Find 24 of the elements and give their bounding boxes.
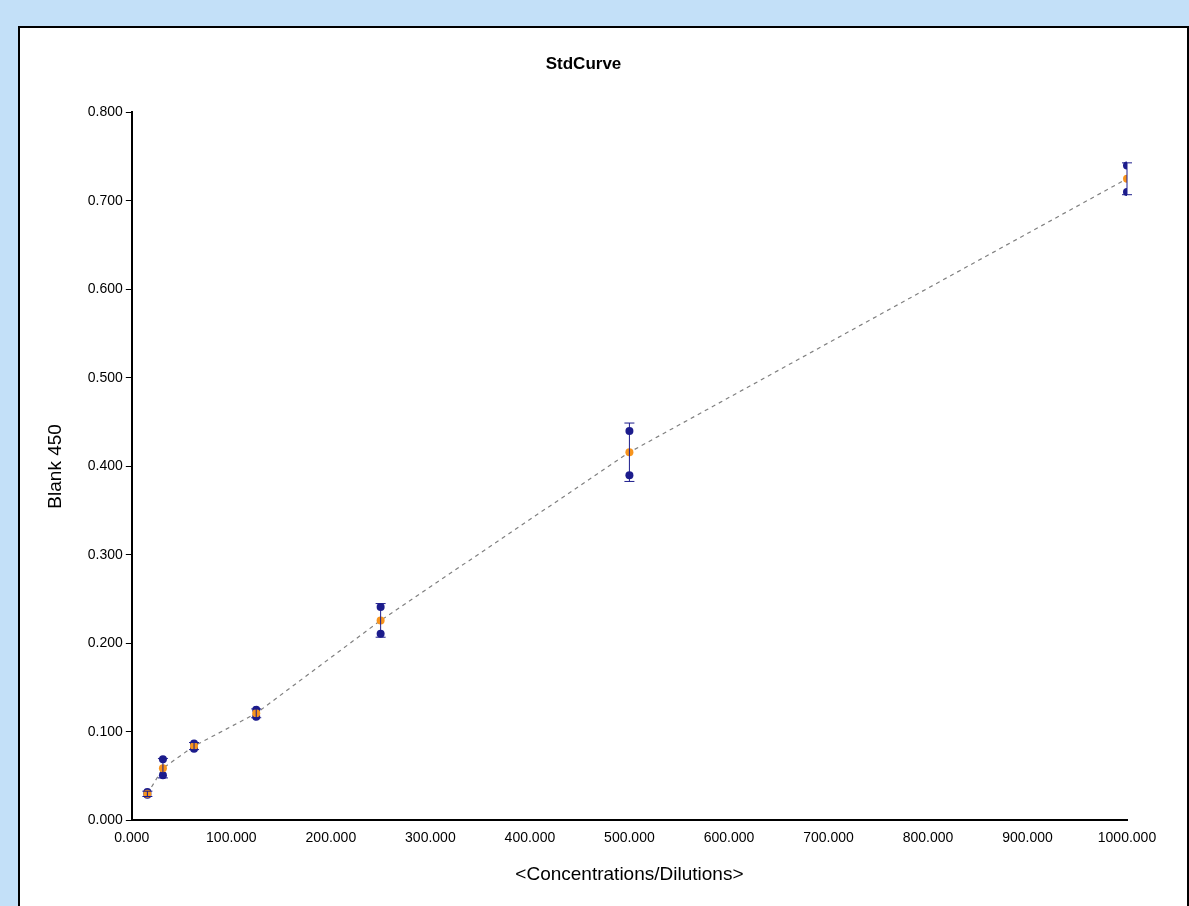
chart-title: StdCurve <box>545 53 622 73</box>
x-tick-label: 600.000 <box>703 828 755 845</box>
y-axis-title: Blank 450 <box>43 424 65 509</box>
y-tick-label: 0.300 <box>87 545 124 562</box>
x-tick-label: 1000.000 <box>1097 828 1157 845</box>
y-tick-label: 0.500 <box>87 368 124 385</box>
y-tick-label: 0.600 <box>87 280 124 297</box>
x-tick-label: 300.000 <box>405 828 456 845</box>
x-tick-label: 400.000 <box>504 828 556 845</box>
x-axis-title: <Concentrations/Dilutions> <box>515 862 744 884</box>
y-tick-label: 0.700 <box>87 191 124 208</box>
y-tick-label: 0.400 <box>87 457 124 474</box>
point <box>625 427 634 435</box>
x-tick-label: 700.000 <box>803 828 854 845</box>
x-tick-label: 200.000 <box>305 828 357 845</box>
y-tick-label: 0.200 <box>87 634 124 651</box>
y-tick-label: 0.000 <box>87 811 124 828</box>
x-tick-label: 500.000 <box>604 828 655 845</box>
x-tick-label: 900.000 <box>1002 828 1053 845</box>
x-tick-label: 0.000 <box>114 828 150 845</box>
x-tick-label: 800.000 <box>902 828 954 845</box>
y-tick-label: 0.800 <box>87 103 124 120</box>
x-tick-label: 100.000 <box>206 828 257 845</box>
y-tick-label: 0.100 <box>87 722 124 739</box>
